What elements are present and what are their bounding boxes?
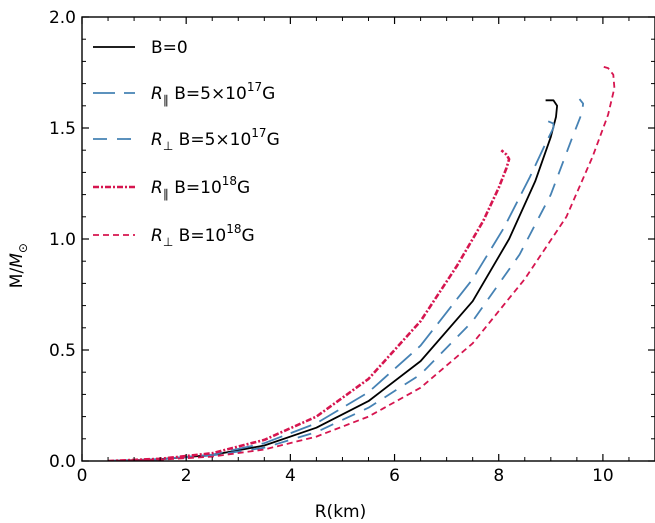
legend: B=0 R∥ B=5×1017G R⊥ B=5×1017G R∥ B=1018G R⊥ … xyxy=(93,38,280,249)
ticks-layer xyxy=(81,16,655,462)
x-tick-label: 4 xyxy=(285,466,296,486)
y-axis-label: M/M⊙ xyxy=(7,243,30,288)
x-tick-label: 0 xyxy=(77,466,88,486)
series-line-4 xyxy=(107,64,616,461)
x-tick-label: 8 xyxy=(493,466,504,486)
series-line-3 xyxy=(107,149,511,461)
y-tick-label: 1.5 xyxy=(49,119,76,139)
series-layer xyxy=(107,64,616,461)
series-line-1 xyxy=(107,120,555,461)
x-tick-label: 6 xyxy=(389,466,400,486)
y-tick-label: 2.0 xyxy=(49,8,76,28)
labels-layer: 0 2 4 6 8 10 0.0 0.5 1.0 1.5 2.0 R(km) M/M⊙ xyxy=(7,8,614,522)
x-tick-label: 10 xyxy=(592,466,614,486)
y-tick-label: 0.0 xyxy=(49,452,76,472)
legend-label-3: R∥ B=1018G xyxy=(151,174,250,201)
legend-label-2: R⊥ B=5×1017G xyxy=(151,126,280,153)
legend-label-4: R⊥ B=1018G xyxy=(151,222,255,249)
y-tick-label: 0.5 xyxy=(49,341,76,361)
y-tick-label: 1.0 xyxy=(49,230,76,250)
x-axis-label: R(km) xyxy=(315,502,366,522)
legend-label-1: R∥ B=5×1017G xyxy=(151,80,275,107)
series-line-2 xyxy=(107,98,584,461)
series-line-0 xyxy=(107,99,558,461)
x-tick-label: 2 xyxy=(181,466,192,486)
legend-label-0: B=0 xyxy=(151,38,188,58)
